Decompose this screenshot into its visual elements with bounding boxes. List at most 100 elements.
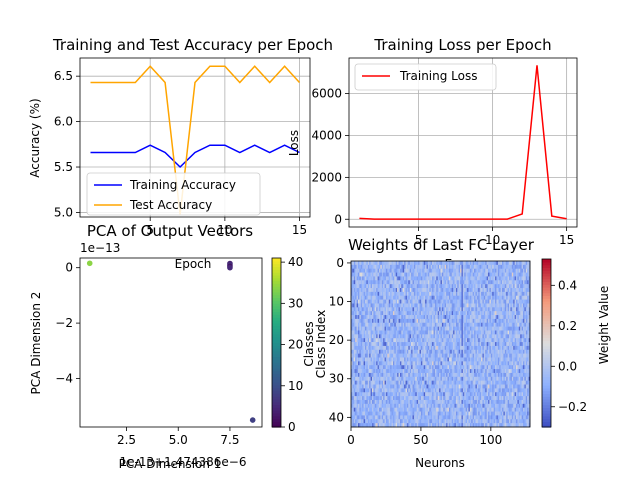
heatmap-cell (378, 326, 381, 331)
heatmap-cell (425, 345, 427, 351)
heatmap-cell (397, 388, 399, 393)
heatmap-cell (397, 276, 399, 281)
heatmap-cell (387, 396, 390, 401)
heatmap-cell (520, 376, 522, 381)
heatmap-cell (474, 369, 476, 374)
heatmap-cell (370, 322, 373, 327)
heatmap-cell (378, 345, 381, 351)
heatmap-cell (514, 322, 517, 327)
heatmap-cell (388, 295, 391, 300)
heatmap-cell (433, 380, 436, 385)
heatmap-cell (492, 315, 494, 320)
heatmap-cell (503, 268, 506, 273)
heatmap-cell (514, 299, 517, 304)
heatmap-cell (437, 357, 440, 362)
accuracy-axes-frame (79, 57, 311, 218)
heatmap-cell (377, 295, 380, 300)
heatmap-cell (419, 403, 422, 408)
heatmap-cell (351, 288, 353, 293)
heatmap-cell (485, 280, 487, 285)
heatmap-cell (356, 380, 359, 385)
heatmap-cell (380, 392, 383, 397)
heatmap-cell (479, 326, 482, 331)
heatmap-cell (447, 365, 450, 370)
heatmap-cell (527, 342, 529, 347)
heatmap-cell (411, 315, 413, 320)
heatmap-cell (398, 384, 401, 389)
heatmap-cell (528, 307, 531, 312)
heatmap-cell (425, 369, 427, 374)
heatmap-cell (356, 288, 359, 293)
heatmap-cell (416, 384, 419, 389)
heatmap-cell (369, 357, 371, 362)
legend-training-loss: Training Loss (399, 69, 477, 83)
heatmap-cell (388, 357, 391, 362)
heatmap-cell (444, 264, 447, 270)
heatmap-cell (377, 264, 380, 270)
heatmap-cell (461, 403, 464, 408)
heatmap-cell (434, 322, 437, 327)
heatmap-cell (524, 284, 527, 289)
heatmap-cell (443, 396, 445, 401)
heatmap-cell (356, 365, 359, 370)
heatmap-cell (405, 380, 408, 385)
heatmap-cell (450, 376, 452, 381)
accuracy-ticks: 5 10 155.05.56.06.5 (54, 69, 307, 237)
heatmap-cell (360, 349, 363, 354)
heatmap-cell (478, 380, 480, 385)
heatmap-cell (513, 353, 515, 358)
heatmap-cell (489, 342, 492, 347)
heatmap-cell (371, 318, 374, 324)
heatmap-cell (461, 291, 464, 297)
x-tick-label: 15 (559, 233, 574, 247)
heatmap-cell (509, 280, 511, 285)
heatmap-cell (486, 365, 489, 370)
heatmap-cell (357, 322, 360, 327)
heatmap-cell (359, 384, 362, 389)
heatmap-cell (457, 399, 459, 405)
heatmap-cell (378, 303, 381, 308)
heatmap-cell (450, 315, 452, 320)
heatmap-cell (402, 276, 405, 281)
heatmap-cell (471, 291, 473, 297)
heatmap-cell (516, 288, 518, 293)
heatmap-cell (513, 384, 515, 389)
heatmap-cell (509, 330, 511, 335)
heatmap-cell (461, 376, 464, 381)
heatmap-cell (369, 261, 371, 266)
heatmap-cell (391, 338, 394, 343)
heatmap-cell (507, 318, 510, 324)
heatmap-cell (467, 280, 469, 285)
heatmap-cell (481, 299, 483, 304)
heatmap-cell (481, 399, 483, 405)
heatmap-cell (353, 288, 356, 293)
heatmap-cell (367, 388, 370, 393)
heatmap-cell (455, 307, 458, 312)
heatmap-cell (388, 342, 391, 347)
heatmap-cell (465, 338, 468, 343)
heatmap-cell (516, 291, 518, 297)
heatmap-cell (457, 338, 459, 343)
heatmap-cell (450, 326, 452, 331)
heatmap-cell (478, 369, 480, 374)
heatmap-cell (495, 349, 497, 354)
heatmap-cell (458, 284, 461, 289)
heatmap-cell (388, 392, 391, 397)
heatmap-cell (425, 268, 427, 273)
heatmap-cell (369, 392, 371, 397)
heatmap-cell (430, 299, 433, 304)
heatmap-cell (429, 280, 432, 285)
heatmap-cell (510, 264, 513, 270)
heatmap-cell (528, 272, 531, 277)
heatmap-cell (385, 318, 388, 324)
heatmap-cell (504, 353, 507, 358)
heatmap-cell (493, 342, 496, 347)
heatmap-cell (485, 272, 487, 277)
heatmap-cell (433, 388, 436, 393)
heatmap-cell (504, 288, 507, 293)
heatmap-cell (418, 357, 420, 362)
heatmap-cell (527, 380, 529, 385)
heatmap-cell (441, 345, 444, 351)
heatmap-cell (448, 284, 451, 289)
heatmap-cell (397, 326, 399, 331)
